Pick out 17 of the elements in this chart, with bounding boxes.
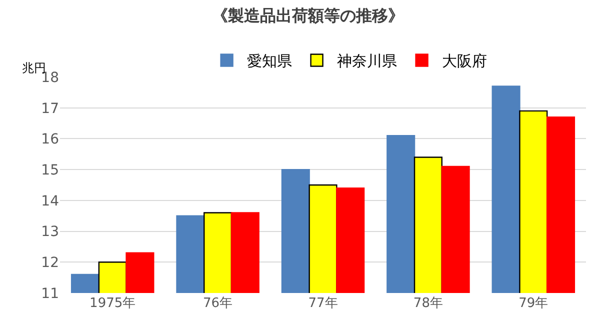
y-tick-label: 12 — [41, 255, 59, 272]
y-tick-label: 15 — [41, 162, 59, 178]
x-tick-label: 1975年 — [90, 296, 136, 311]
legend-label: 愛知県 — [246, 52, 292, 70]
y-tick-label: 13 — [41, 224, 59, 240]
y-tick-label: 14 — [41, 193, 60, 210]
x-tick-label: 76年 — [203, 296, 233, 311]
chart-title: 《製造品出荷額等の推移》 — [212, 6, 404, 26]
x-tick-label: 77年 — [308, 296, 338, 311]
y-axis-title: 兆円 — [22, 61, 46, 75]
legend-label: 神奈川県 — [336, 52, 397, 70]
legend-label: 大阪府 — [442, 52, 487, 70]
y-tick-label: 17 — [41, 100, 59, 117]
x-tick-label: 78年 — [413, 296, 443, 311]
y-tick-label: 11 — [41, 286, 59, 302]
x-tick-label: 79年 — [518, 296, 548, 311]
y-tick-label: 16 — [41, 132, 60, 148]
